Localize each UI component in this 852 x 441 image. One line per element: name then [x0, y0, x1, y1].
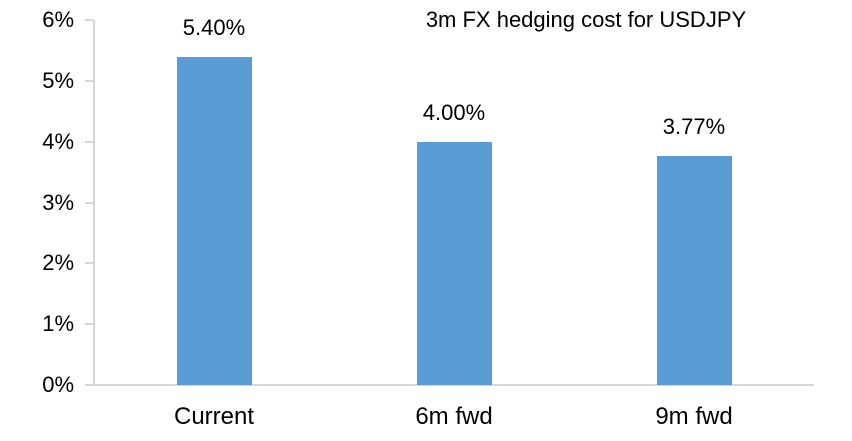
y-tick-label: 1%: [42, 311, 74, 337]
bar: [416, 141, 492, 385]
y-tick-label: 3%: [42, 189, 74, 215]
y-axis-tick: [85, 140, 93, 143]
x-category-label: 6m fwd: [415, 403, 493, 430]
chart-title: 3m FX hedging cost for USDJPY: [425, 7, 747, 32]
y-axis-tick: [85, 384, 93, 386]
bar: [176, 56, 252, 385]
y-axis-tick: [85, 79, 93, 82]
y-axis-tick: [85, 201, 93, 204]
x-category-label: 9m fwd: [655, 403, 733, 430]
bar-value-label: 4.00%: [422, 99, 486, 125]
x-category-label: Current: [173, 403, 255, 430]
y-axis-tick: [85, 19, 93, 21]
y-axis-tick: [85, 323, 93, 326]
y-tick-label: 5%: [42, 67, 74, 93]
y-tick-label: 0%: [42, 372, 74, 397]
y-tick-label: 4%: [42, 128, 74, 154]
x-axis-line: [85, 384, 814, 386]
y-axis-line: [93, 20, 95, 386]
bar: [656, 155, 732, 385]
bar-value-label: 5.40%: [182, 14, 246, 40]
bar-value-label: 3.77%: [662, 113, 726, 139]
y-axis-tick: [85, 262, 93, 265]
y-tick-label: 2%: [42, 250, 74, 276]
y-tick-label: 6%: [42, 7, 74, 32]
